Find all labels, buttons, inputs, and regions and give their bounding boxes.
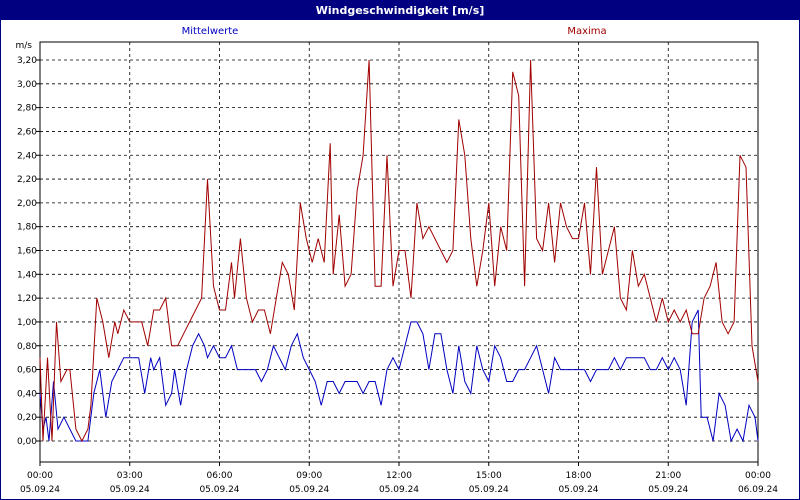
x-tick-date-label: 05.09.24: [20, 485, 60, 495]
x-tick-time-label: 03:00: [117, 471, 143, 481]
x-tick-time-label: 00:00: [27, 471, 53, 481]
y-tick-label: 0,80: [17, 342, 37, 352]
series-lines: [39, 59, 759, 443]
x-tick-date-label: 05.09.24: [648, 485, 688, 495]
x-tick-date-label: 05.09.24: [199, 485, 239, 495]
y-axis-unit-label: m/s: [16, 41, 33, 51]
x-tick-date-label: 05.09.24: [289, 485, 329, 495]
x-tick-date-label: 05.09.24: [110, 485, 150, 495]
x-tick-date-label: 05.09.24: [558, 485, 598, 495]
y-tick-label: 1,00: [17, 318, 37, 328]
x-tick-time-label: 18:00: [566, 471, 592, 481]
y-tick-label: 2,20: [17, 175, 37, 185]
y-tick-label: 3,00: [17, 80, 37, 90]
window-title: Windgeschwindigkeit [m/s]: [1, 1, 799, 20]
y-tick-label: 3,20: [17, 56, 37, 66]
x-tick-time-label: 12:00: [386, 471, 412, 481]
y-tick-label: 0,40: [17, 389, 37, 399]
x-tick-date-label: 05.09.24: [379, 485, 419, 495]
y-tick-label: 1,40: [17, 270, 37, 280]
legend-maxima: Maxima: [567, 26, 606, 37]
y-tick-label: 1,60: [17, 247, 37, 257]
y-tick-label: 2,00: [17, 199, 37, 209]
x-tick-time-label: 15:00: [476, 471, 502, 481]
series-line-maxima: [39, 59, 759, 443]
y-tick-label: 1,20: [17, 294, 37, 304]
axes: 0,00 0,20 0,40 0,60 0,80 1,00 1,20 1,40 1,60 1,80…: [17, 41, 778, 495]
series-line-mittelwerte: [39, 309, 759, 443]
legend-mittelwerte: Mittelwerte: [182, 26, 239, 37]
y-tick-label: 2,80: [17, 104, 37, 114]
y-tick-label: 2,60: [17, 127, 37, 137]
y-tick-label: 0,20: [17, 413, 37, 423]
y-tick-label: 1,80: [17, 223, 37, 233]
x-tick-date-label: 05.09.24: [469, 485, 509, 495]
y-tick-label: 0,00: [17, 437, 37, 447]
y-tick-label: 0,60: [17, 366, 37, 376]
x-tick-time-label: 21:00: [655, 471, 681, 481]
x-tick-time-label: 06:00: [207, 471, 233, 481]
y-tick-label: 2,40: [17, 151, 37, 161]
x-tick-date-label: 06.09.24: [738, 485, 778, 495]
x-tick-time-label: 09:00: [296, 471, 322, 481]
x-tick-time-label: 00:00: [745, 471, 771, 481]
